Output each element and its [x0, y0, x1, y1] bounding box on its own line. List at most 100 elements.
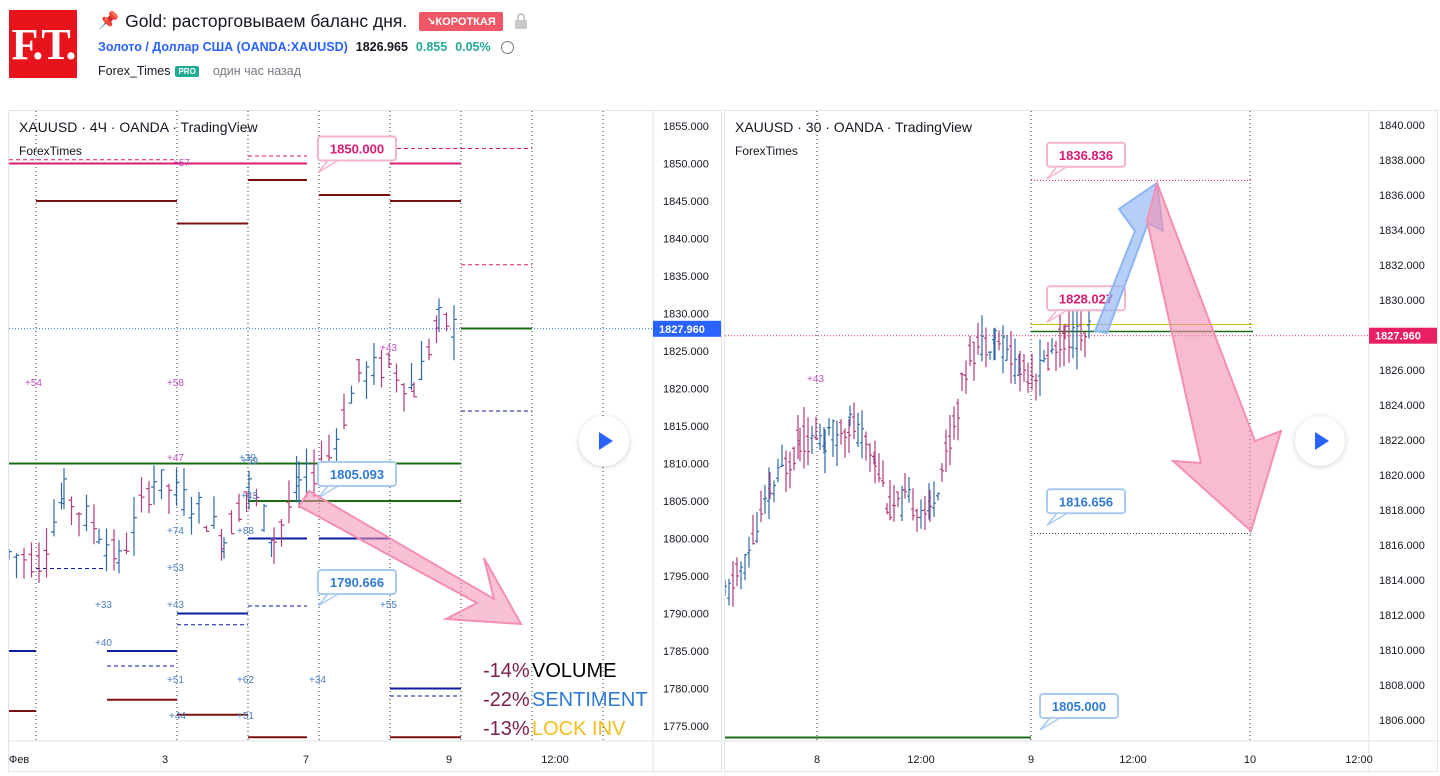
y-tick-label: 1832.000 — [1379, 260, 1425, 272]
y-tick-label: 1815.000 — [663, 421, 709, 433]
chart-30m-svg: 1840.000 1838.000 1836.000 1834.000 1832.000… — [725, 111, 1439, 773]
price-annotation-box — [317, 135, 397, 162]
level-count-label: +34 — [309, 675, 326, 686]
price-annotation-box — [317, 461, 397, 487]
lock-icon — [514, 12, 527, 29]
level-count-label: +54 — [25, 378, 42, 389]
y-tick-label: 1825.000 — [663, 346, 709, 358]
alarm-icon[interactable] — [500, 40, 514, 54]
symbol-link[interactable]: Золото / Доллар США (OANDA:XAUUSD) — [98, 40, 348, 54]
author-logo[interactable]: F.T. — [9, 10, 77, 78]
play-button[interactable] — [579, 416, 629, 466]
level-count-label: +43 — [380, 343, 397, 354]
price-annotation-label: 1805.093 — [330, 467, 384, 482]
x-tick-label: 12:00 — [541, 754, 569, 766]
y-tick-label: 1835.000 — [663, 271, 709, 283]
x-tick-label: 9 — [1028, 754, 1034, 766]
indicator-percent: -13% — [483, 718, 530, 740]
price-annotation-pointer — [317, 159, 341, 174]
level-count-label: +88 — [237, 526, 254, 537]
x-tick-label: 10 — [1244, 754, 1256, 766]
play-button[interactable] — [1295, 416, 1345, 466]
current-price: 1826.965 — [355, 40, 408, 54]
level-count-label: +62 — [237, 675, 254, 686]
price-annotation-box — [1039, 693, 1119, 719]
chart-panel-4h[interactable]: 1855.000 1850.000 1845.000 1840.000 1835.000… — [8, 110, 723, 773]
price-annotation-label: 1828.027 — [1059, 291, 1113, 306]
level-count-label: +57 — [173, 158, 190, 169]
short-badge: ↘КОРОТКАЯ — [419, 11, 503, 31]
pin-icon: 📌 — [98, 11, 120, 30]
level-count-label: +74 — [167, 526, 184, 537]
y-tick-label: 1840.000 — [1379, 120, 1425, 132]
symbol-row: Золото / Доллар США (OANDA:XAUUSD) 1826.… — [98, 38, 514, 56]
level-count-label: +47 — [167, 453, 184, 464]
y-tick-label: 1838.000 — [1379, 155, 1425, 167]
y-tick-label: 1795.000 — [663, 571, 709, 583]
indicator-name: LOCK INV — [532, 718, 626, 740]
price-annotation-label: 1816.656 — [1059, 494, 1113, 509]
y-tick-label: 1810.000 — [1379, 645, 1425, 657]
price-change: 0.855 — [415, 40, 448, 54]
chart-author: ForexTimes — [735, 144, 798, 158]
level-count-label: +43 — [241, 491, 258, 502]
level-count-label: +58 — [167, 378, 184, 389]
price-annotation-label: 1850.000 — [330, 142, 384, 157]
y-tick-label: 1775.000 — [663, 721, 709, 733]
y-tick-label: 1806.000 — [1379, 715, 1425, 727]
y-tick-label: 1820.000 — [1379, 470, 1425, 482]
x-tick-label: 12:00 — [1345, 754, 1373, 766]
forecast-arrow — [297, 489, 523, 626]
idea-header: F.T. 📌 Gold: расторговываем баланс дня. … — [0, 0, 1440, 100]
published-time: один час назад — [212, 64, 302, 78]
level-count-label: +53 — [167, 563, 184, 574]
level-count-label: +39 — [239, 453, 256, 464]
x-tick-label: Фев — [9, 754, 29, 766]
author-name[interactable]: Forex_Times — [98, 64, 171, 78]
y-tick-label: 1826.000 — [1379, 365, 1425, 377]
x-tick-label: 12:00 — [1119, 754, 1147, 766]
forecast-arrow-down — [1145, 179, 1283, 533]
y-tick-label: 1820.000 — [663, 384, 709, 396]
y-tick-label: 1822.000 — [1379, 435, 1425, 447]
price-annotation-pointer — [1039, 717, 1063, 731]
price-annotation-pointer — [317, 593, 341, 607]
y-tick-label: 1840.000 — [663, 234, 709, 246]
price-annotation-pointer — [1046, 512, 1070, 526]
indicator-name: VOLUME — [532, 660, 616, 682]
y-tick-label: 1830.000 — [663, 309, 709, 321]
level-count-label: +43 — [807, 374, 824, 385]
price-annotation-box — [1046, 141, 1126, 168]
idea-title: Gold: расторговываем баланс дня. — [125, 10, 408, 31]
last-price-label: 1827.960 — [1375, 331, 1421, 343]
y-tick-label: 1808.000 — [1379, 680, 1425, 692]
y-tick-label: 1850.000 — [663, 159, 709, 171]
price-change-percent: 0.05% — [455, 40, 491, 54]
price-annotation-label: 1836.836 — [1059, 148, 1113, 163]
y-tick-label: 1814.000 — [1379, 575, 1425, 587]
chart-panel-30m[interactable]: 1840.000 1838.000 1836.000 1834.000 1832.000… — [724, 110, 1439, 773]
y-tick-label: 1818.000 — [1379, 505, 1425, 517]
y-tick-label: 1816.000 — [1379, 540, 1425, 552]
last-price-tag — [1369, 327, 1437, 344]
chart-title: XAUUSD · 30 · OANDA · TradingView — [735, 119, 973, 135]
y-tick-label: 1810.000 — [663, 459, 709, 471]
price-annotation-pointer — [1046, 166, 1070, 180]
y-tick-label: 1830.000 — [1379, 295, 1425, 307]
price-annotation-pointer — [317, 485, 341, 499]
y-tick-label: 1855.000 — [663, 121, 709, 133]
y-tick-label: 1800.000 — [663, 534, 709, 546]
price-annotation-box — [1046, 488, 1126, 515]
logo-text: F.T. — [11, 20, 77, 69]
y-tick-label: 1812.000 — [1379, 610, 1425, 622]
y-tick-label: 1845.000 — [663, 196, 709, 208]
y-tick-label: 1805.000 — [663, 496, 709, 508]
price-annotation-pointer — [1046, 309, 1070, 323]
y-tick-label: 1780.000 — [663, 684, 709, 696]
chart-author: ForexTimes — [19, 144, 82, 158]
y-tick-label: 1824.000 — [1379, 400, 1425, 412]
x-tick-label: 12:00 — [907, 754, 935, 766]
y-tick-label: 1785.000 — [663, 646, 709, 658]
level-count-label: +33 — [95, 600, 112, 611]
x-tick-label: 8 — [814, 754, 820, 766]
